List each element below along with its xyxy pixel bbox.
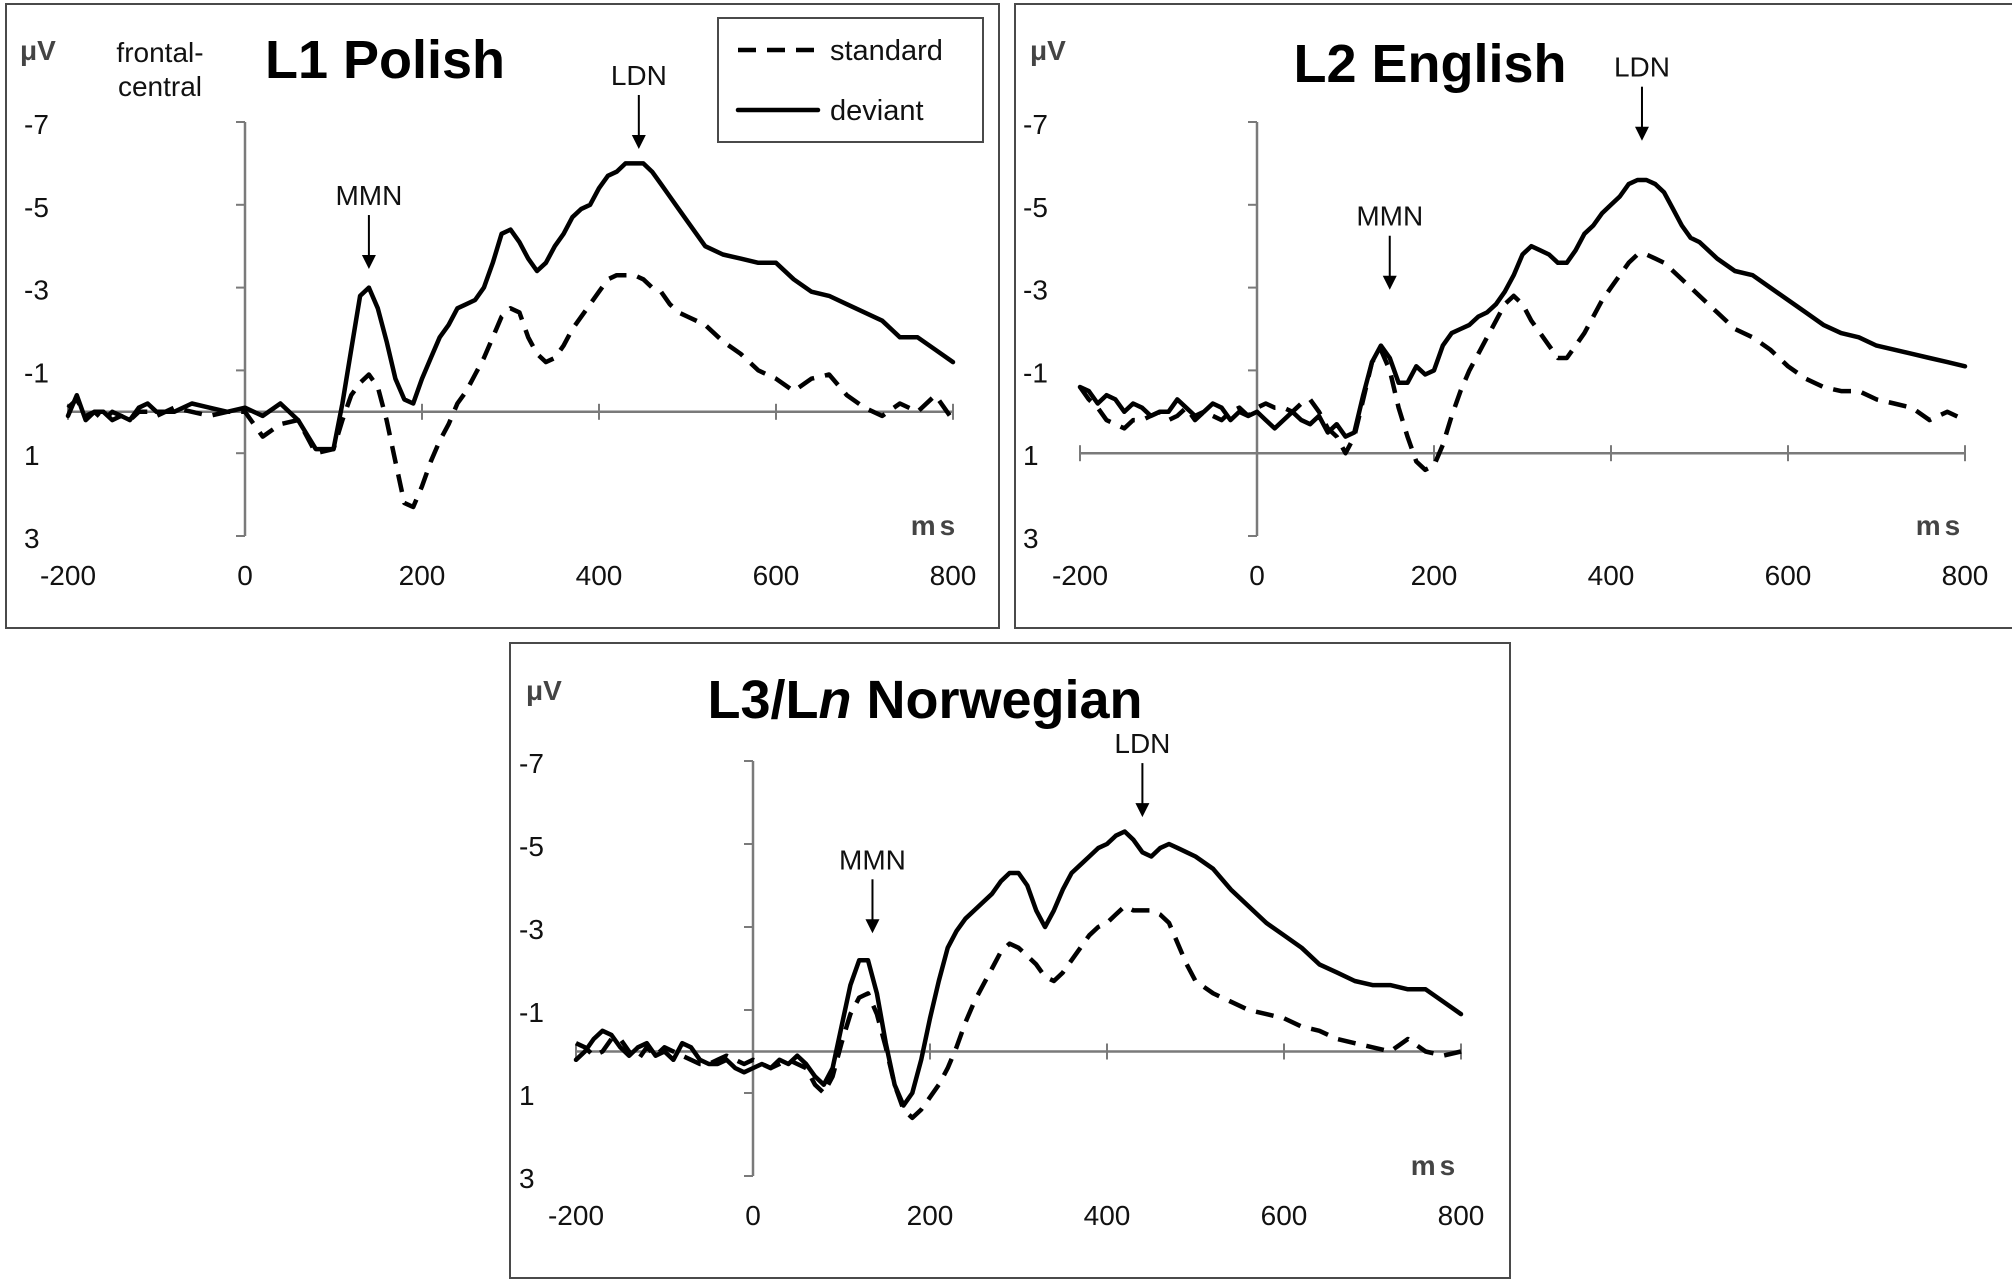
- panel-l1-polish: -7 -5 -3 -1 1 3-200 0 200 400 600 800 μV ms L1 Polish…: [5, 3, 1000, 629]
- y-tick-label: -3: [24, 275, 49, 306]
- y-tick-label: -7: [1023, 109, 1048, 140]
- x-tick-label: -200: [1052, 560, 1108, 591]
- series-standard: [575, 904, 1462, 1121]
- y-tick-label: -1: [1023, 357, 1048, 388]
- y-tick-label: 1: [519, 1080, 535, 1111]
- annotation-mmn: MMN: [335, 180, 402, 211]
- y-tick-label: 3: [1023, 523, 1039, 554]
- y-tick-label: -7: [519, 748, 544, 779]
- annotation-arrowhead: [1634, 126, 1649, 141]
- series-standard: [1078, 252, 1966, 473]
- x-tick-label: 0: [1249, 560, 1265, 591]
- x-tick-label: 0: [237, 560, 253, 591]
- x-tick-label: 600: [1765, 560, 1812, 591]
- y-tick-label: -1: [24, 357, 49, 388]
- panel-frame: [509, 642, 1511, 1279]
- y-tick-label: -7: [24, 109, 49, 140]
- series-deviant: [573, 829, 1464, 1108]
- panel-l2-english: -7 -5 -3 -1 1 3 -200 0 200 400 600 800 μV ms L2 Englis…: [1014, 3, 2012, 629]
- x-tick-label: 0: [745, 1200, 761, 1231]
- y-tick-label: -3: [1023, 275, 1048, 306]
- y-tick-label: -1: [519, 997, 544, 1028]
- y-tick-label: 1: [24, 440, 40, 471]
- annotation-ldn: LDN: [1614, 52, 1670, 83]
- y-unit-label: μV: [20, 35, 56, 66]
- x-tick-label: 400: [576, 560, 623, 591]
- annotation-mmn: MMN: [839, 844, 906, 875]
- x-unit-label: ms: [1916, 510, 1964, 541]
- chart-title: L3/Ln Norwegian: [707, 670, 1142, 730]
- electrode-site-label: frontal-: [116, 37, 203, 68]
- annotation-ldn: LDN: [611, 60, 667, 91]
- series-deviant: [65, 161, 956, 452]
- x-tick-label: 400: [1084, 1200, 1131, 1231]
- x-tick-label: -200: [548, 1200, 604, 1231]
- chart-title: L2 English: [1293, 34, 1566, 94]
- y-tick-label: 3: [24, 523, 40, 554]
- panel-frame: [1014, 3, 2012, 629]
- x-unit-label: ms: [1411, 1150, 1459, 1181]
- y-tick-label: -5: [519, 831, 544, 862]
- x-tick-label: -200: [40, 560, 96, 591]
- series-deviant: [1077, 177, 1968, 439]
- x-tick-label: 800: [1438, 1200, 1485, 1231]
- legend: standard deviant: [717, 17, 984, 143]
- y-tick-label: 3: [519, 1163, 535, 1194]
- legend-standard-label: standard: [830, 35, 943, 67]
- x-tick-label: 600: [753, 560, 800, 591]
- legend-frame: [717, 17, 984, 143]
- x-tick-label: 800: [930, 560, 977, 591]
- y-tick-label: 1: [1023, 440, 1039, 471]
- x-tick-label: 200: [907, 1200, 954, 1231]
- annotation-arrowhead: [631, 134, 646, 149]
- y-unit-label: μV: [1030, 35, 1066, 66]
- y-tick-label: -5: [1023, 192, 1048, 223]
- x-tick-label: 200: [399, 560, 446, 591]
- annotation-arrowhead: [1135, 803, 1150, 818]
- x-tick-label: 400: [1588, 560, 1635, 591]
- chart-title: L1 Polish: [265, 30, 505, 90]
- annotation-arrowhead: [361, 255, 376, 270]
- panel-l3-norwegian: -7 -5 -3 -1 1 3 -200 0 200 400 600 800 μV ms L3/Ln Nor…: [509, 642, 1511, 1279]
- annotation-arrowhead: [865, 919, 880, 934]
- annotation-mmn: MMN: [1356, 201, 1423, 232]
- x-unit-label: ms: [911, 510, 959, 541]
- annotation-ldn: LDN: [1114, 728, 1170, 759]
- annotation-arrowhead: [1382, 275, 1397, 290]
- series-standard: [66, 272, 955, 510]
- x-tick-label: 600: [1261, 1200, 1308, 1231]
- y-tick-label: -5: [24, 192, 49, 223]
- electrode-site-label: central: [118, 71, 202, 102]
- y-unit-label: μV: [526, 675, 562, 706]
- x-tick-label: 800: [1942, 560, 1989, 591]
- y-tick-label: -3: [519, 914, 544, 945]
- legend-deviant-label: deviant: [830, 95, 924, 127]
- x-tick-label: 200: [1411, 560, 1458, 591]
